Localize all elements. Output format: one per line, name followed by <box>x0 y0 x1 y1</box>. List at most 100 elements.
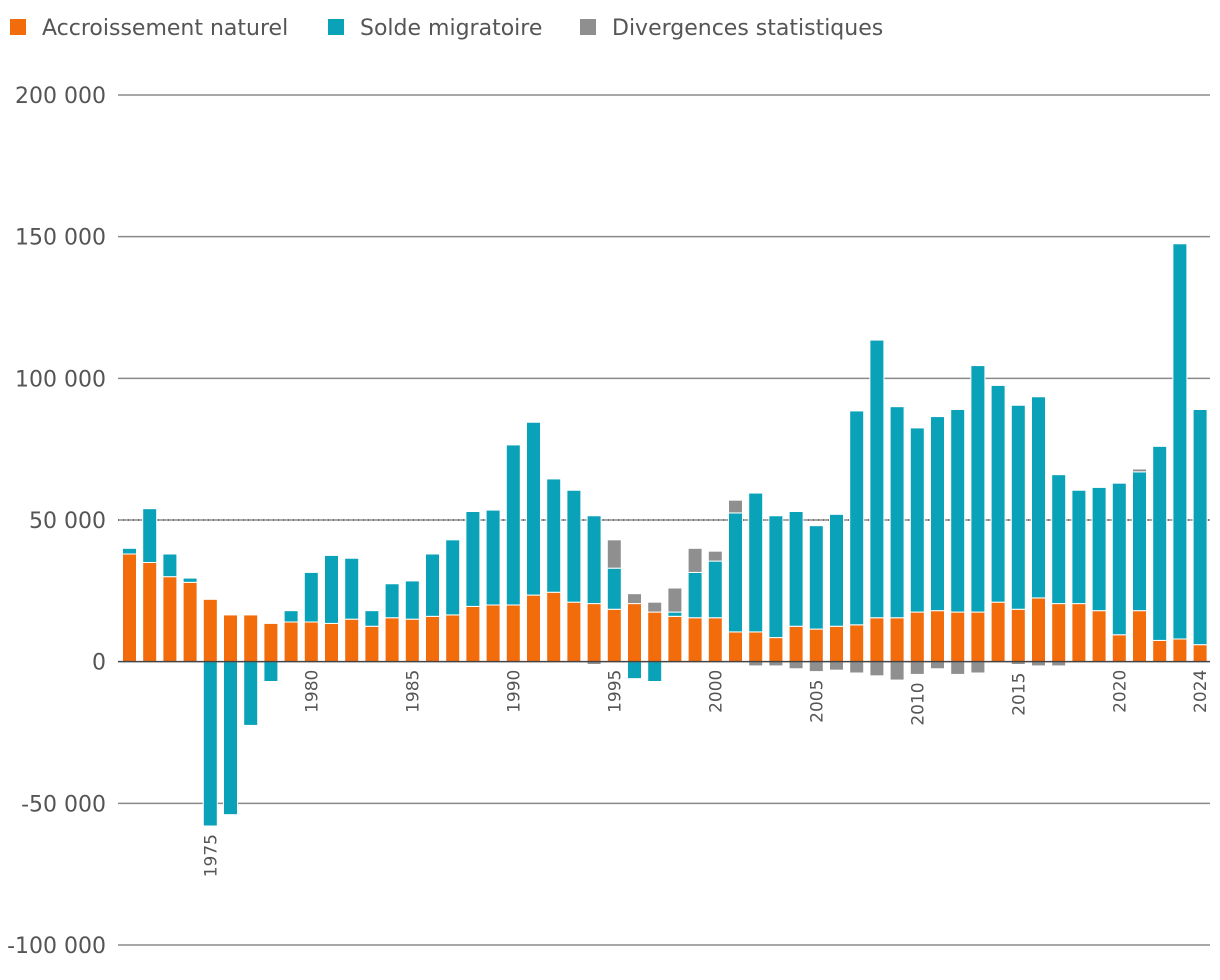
bar-natural-2020 <box>1111 634 1127 663</box>
legend-label-divergence: Divergences statistiques <box>612 16 883 41</box>
legend-swatch-natural <box>10 19 26 35</box>
x-axis: 1975 1980 1985 1990 1995 2000 2005 2010 2015 2020… <box>201 670 1211 878</box>
x-tick-label: 2015 <box>1009 673 1029 716</box>
bar-natural-2016 <box>1031 597 1046 663</box>
bar-divergence-2013 <box>970 661 986 674</box>
y-axis: 200 000 150 000 100 000 50 000 0 -50 000 -100 … <box>7 84 106 959</box>
x-tick-label: 2010 <box>908 682 928 725</box>
bar-divergence-2011 <box>930 661 945 670</box>
bar-migration-2024 <box>1192 409 1208 646</box>
bar-divergence-2009 <box>889 661 905 681</box>
bar-migration-1989 <box>485 509 501 606</box>
bar-migration-2000 <box>707 560 723 619</box>
bar-divergence-1998 <box>667 587 683 613</box>
bar-natural-2017 <box>1051 603 1067 663</box>
bar-natural-1984 <box>384 617 400 663</box>
bar-natural-1985 <box>404 618 420 663</box>
bar-migration-2016 <box>1031 396 1046 599</box>
bar-migration-1990 <box>505 444 521 606</box>
y-tick-label: 150 000 <box>15 226 106 251</box>
bar-natural-2009 <box>889 617 905 663</box>
y-tick-label: -100 000 <box>7 934 106 959</box>
bar-natural-1971 <box>122 553 137 663</box>
bar-natural-1974 <box>182 581 198 663</box>
x-tick-label: 2020 <box>1110 670 1130 713</box>
bar-natural-1999 <box>687 617 703 663</box>
legend-swatch-migration <box>328 19 344 35</box>
bar-natural-2008 <box>869 617 885 663</box>
bar-migration-2018 <box>1071 489 1087 605</box>
bar-migration-1984 <box>384 583 400 619</box>
y-tick-label: 200 000 <box>15 84 106 109</box>
bar-natural-2023 <box>1172 638 1188 663</box>
bar-migration-2020 <box>1111 482 1127 636</box>
bar-migration-2003 <box>768 515 784 639</box>
bar-migration-1991 <box>526 421 541 596</box>
legend-label-migration: Solde migratoire <box>360 16 542 41</box>
bar-natural-1992 <box>546 591 562 663</box>
bar-migration-2004 <box>788 511 804 627</box>
bar-natural-1982 <box>344 618 360 663</box>
bars <box>122 243 1208 827</box>
bar-natural-1996 <box>627 603 642 663</box>
bar-natural-1980 <box>303 621 319 663</box>
bar-natural-2004 <box>788 625 804 663</box>
x-tick-label: 1990 <box>504 670 524 713</box>
bar-natural-2006 <box>829 625 844 663</box>
bar-natural-2024 <box>1192 644 1208 663</box>
bar-migration-1988 <box>465 511 481 607</box>
bar-natural-1998 <box>667 615 683 663</box>
bar-natural-1978 <box>263 622 279 663</box>
bar-natural-1990 <box>505 604 521 663</box>
bar-natural-2012 <box>950 611 966 663</box>
bar-natural-2005 <box>808 628 824 663</box>
bar-divergence-1996 <box>627 593 642 605</box>
bar-migration-1979 <box>283 610 299 623</box>
bar-migration-1980 <box>303 571 319 623</box>
bar-natural-2018 <box>1071 603 1087 663</box>
bar-migration-1996 <box>627 661 642 680</box>
bar-migration-1983 <box>364 610 380 627</box>
x-tick-label: 1995 <box>605 670 625 713</box>
bar-divergence-1995 <box>606 539 622 569</box>
bar-divergence-2012 <box>950 661 966 675</box>
bar-natural-1972 <box>142 562 158 663</box>
bar-migration-1993 <box>566 489 582 603</box>
bar-divergence-2004 <box>788 661 804 670</box>
bar-divergence-1999 <box>687 547 703 573</box>
bar-migration-2015 <box>1010 404 1026 610</box>
bar-migration-1982 <box>344 557 360 620</box>
bar-migration-2023 <box>1172 243 1188 640</box>
bar-migration-1977 <box>243 661 259 726</box>
grid <box>118 94 1210 946</box>
bar-migration-1985 <box>404 580 420 620</box>
bar-migration-2019 <box>1091 486 1107 612</box>
bar-natural-1991 <box>526 594 541 663</box>
bar-migration-2010 <box>909 427 925 613</box>
x-tick-label: 1985 <box>403 670 423 713</box>
bar-natural-1993 <box>566 601 582 663</box>
bar-natural-2002 <box>748 631 764 663</box>
bar-natural-1977 <box>243 614 259 663</box>
bar-migration-2013 <box>970 365 986 613</box>
bar-migration-1981 <box>324 554 339 624</box>
bar-migration-1998 <box>667 611 683 617</box>
bar-natural-2001 <box>728 631 743 663</box>
bar-migration-2021 <box>1132 471 1147 612</box>
bar-migration-1975 <box>202 661 218 827</box>
bar-natural-2013 <box>970 611 986 663</box>
bar-divergence-2010 <box>909 661 925 675</box>
bar-migration-2002 <box>748 492 764 633</box>
x-tick-label: 2024 <box>1191 670 1211 713</box>
bar-migration-2007 <box>849 410 865 626</box>
bar-divergence-2007 <box>849 661 865 674</box>
bar-natural-1986 <box>425 615 440 663</box>
bar-natural-1997 <box>647 611 663 663</box>
bar-migration-2001 <box>728 512 743 633</box>
bar-natural-1976 <box>223 614 238 663</box>
bar-natural-2019 <box>1091 610 1107 663</box>
x-tick-label: 1975 <box>201 834 221 877</box>
y-tick-label: -50 000 <box>21 792 106 817</box>
bar-natural-2010 <box>909 611 925 663</box>
